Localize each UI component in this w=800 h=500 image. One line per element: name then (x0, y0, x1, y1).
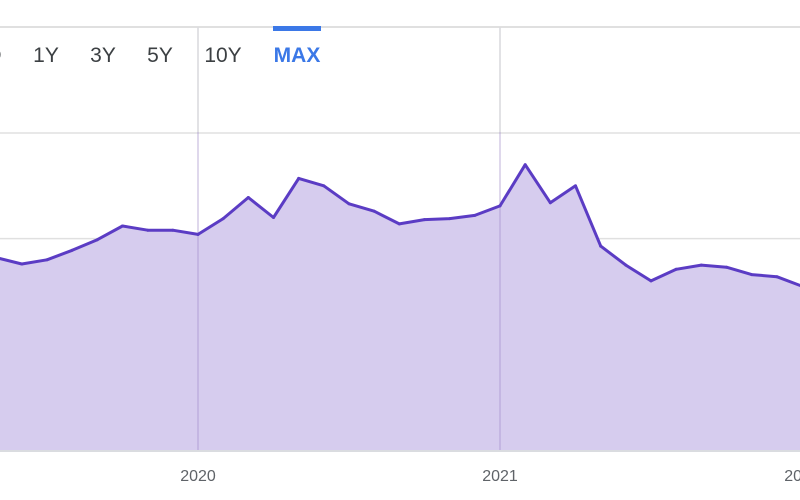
data-point-2021-01 (498, 204, 502, 208)
data-point-2020-01 (196, 232, 200, 236)
data-point-2021-03 (548, 201, 552, 205)
data-point-2019-10 (121, 224, 124, 228)
data-point-2021-08 (674, 267, 678, 271)
data-point-2021-12 (775, 275, 779, 279)
data-point-2019-12 (171, 228, 175, 232)
area-fill (0, 164, 800, 450)
data-point-2020-08 (372, 209, 376, 213)
data-point-2020-11 (448, 217, 452, 221)
tab-max[interactable]: MAX (273, 44, 321, 67)
data-point-2021-07 (649, 279, 653, 283)
data-point-2021-04 (574, 184, 577, 188)
data-point-2020-10 (423, 218, 426, 222)
data-point-2019-08 (70, 248, 74, 252)
data-point-2019-06 (20, 262, 24, 266)
data-point-2021-09 (699, 263, 703, 267)
active-tab-underline (273, 26, 321, 31)
data-point-2020-05 (297, 176, 301, 180)
data-point-2020-03 (246, 195, 250, 199)
x-tick-label: 2020 (180, 468, 216, 485)
data-point-2021-10 (725, 265, 728, 269)
data-point-2021-02 (523, 163, 527, 167)
tab-10y[interactable]: 10Y (204, 44, 242, 67)
data-point-2020-06 (322, 184, 326, 188)
data-point-2021-06 (624, 263, 628, 267)
data-point-2019-09 (95, 238, 99, 242)
data-point-2020-12 (473, 213, 477, 217)
data-point-2019-07 (45, 258, 49, 262)
x-tick-label: 2022 (784, 468, 800, 485)
tab-5y[interactable]: 5Y (147, 44, 173, 67)
data-point-2020-02 (221, 217, 225, 221)
data-point-2020-04 (272, 216, 275, 220)
data-point-2020-09 (397, 222, 401, 226)
vertical-grid (197, 27, 501, 450)
data-point-2021-05 (599, 244, 603, 248)
data-point-2021-11 (750, 273, 754, 277)
tab-d[interactable]: D (0, 44, 2, 68)
data-point-2020-07 (347, 202, 351, 206)
tab-1y[interactable]: 1Y (33, 44, 59, 67)
tab-3y[interactable]: 3Y (90, 44, 116, 67)
x-tick-label: 2021 (482, 468, 518, 485)
data-point-2019-11 (146, 228, 150, 232)
